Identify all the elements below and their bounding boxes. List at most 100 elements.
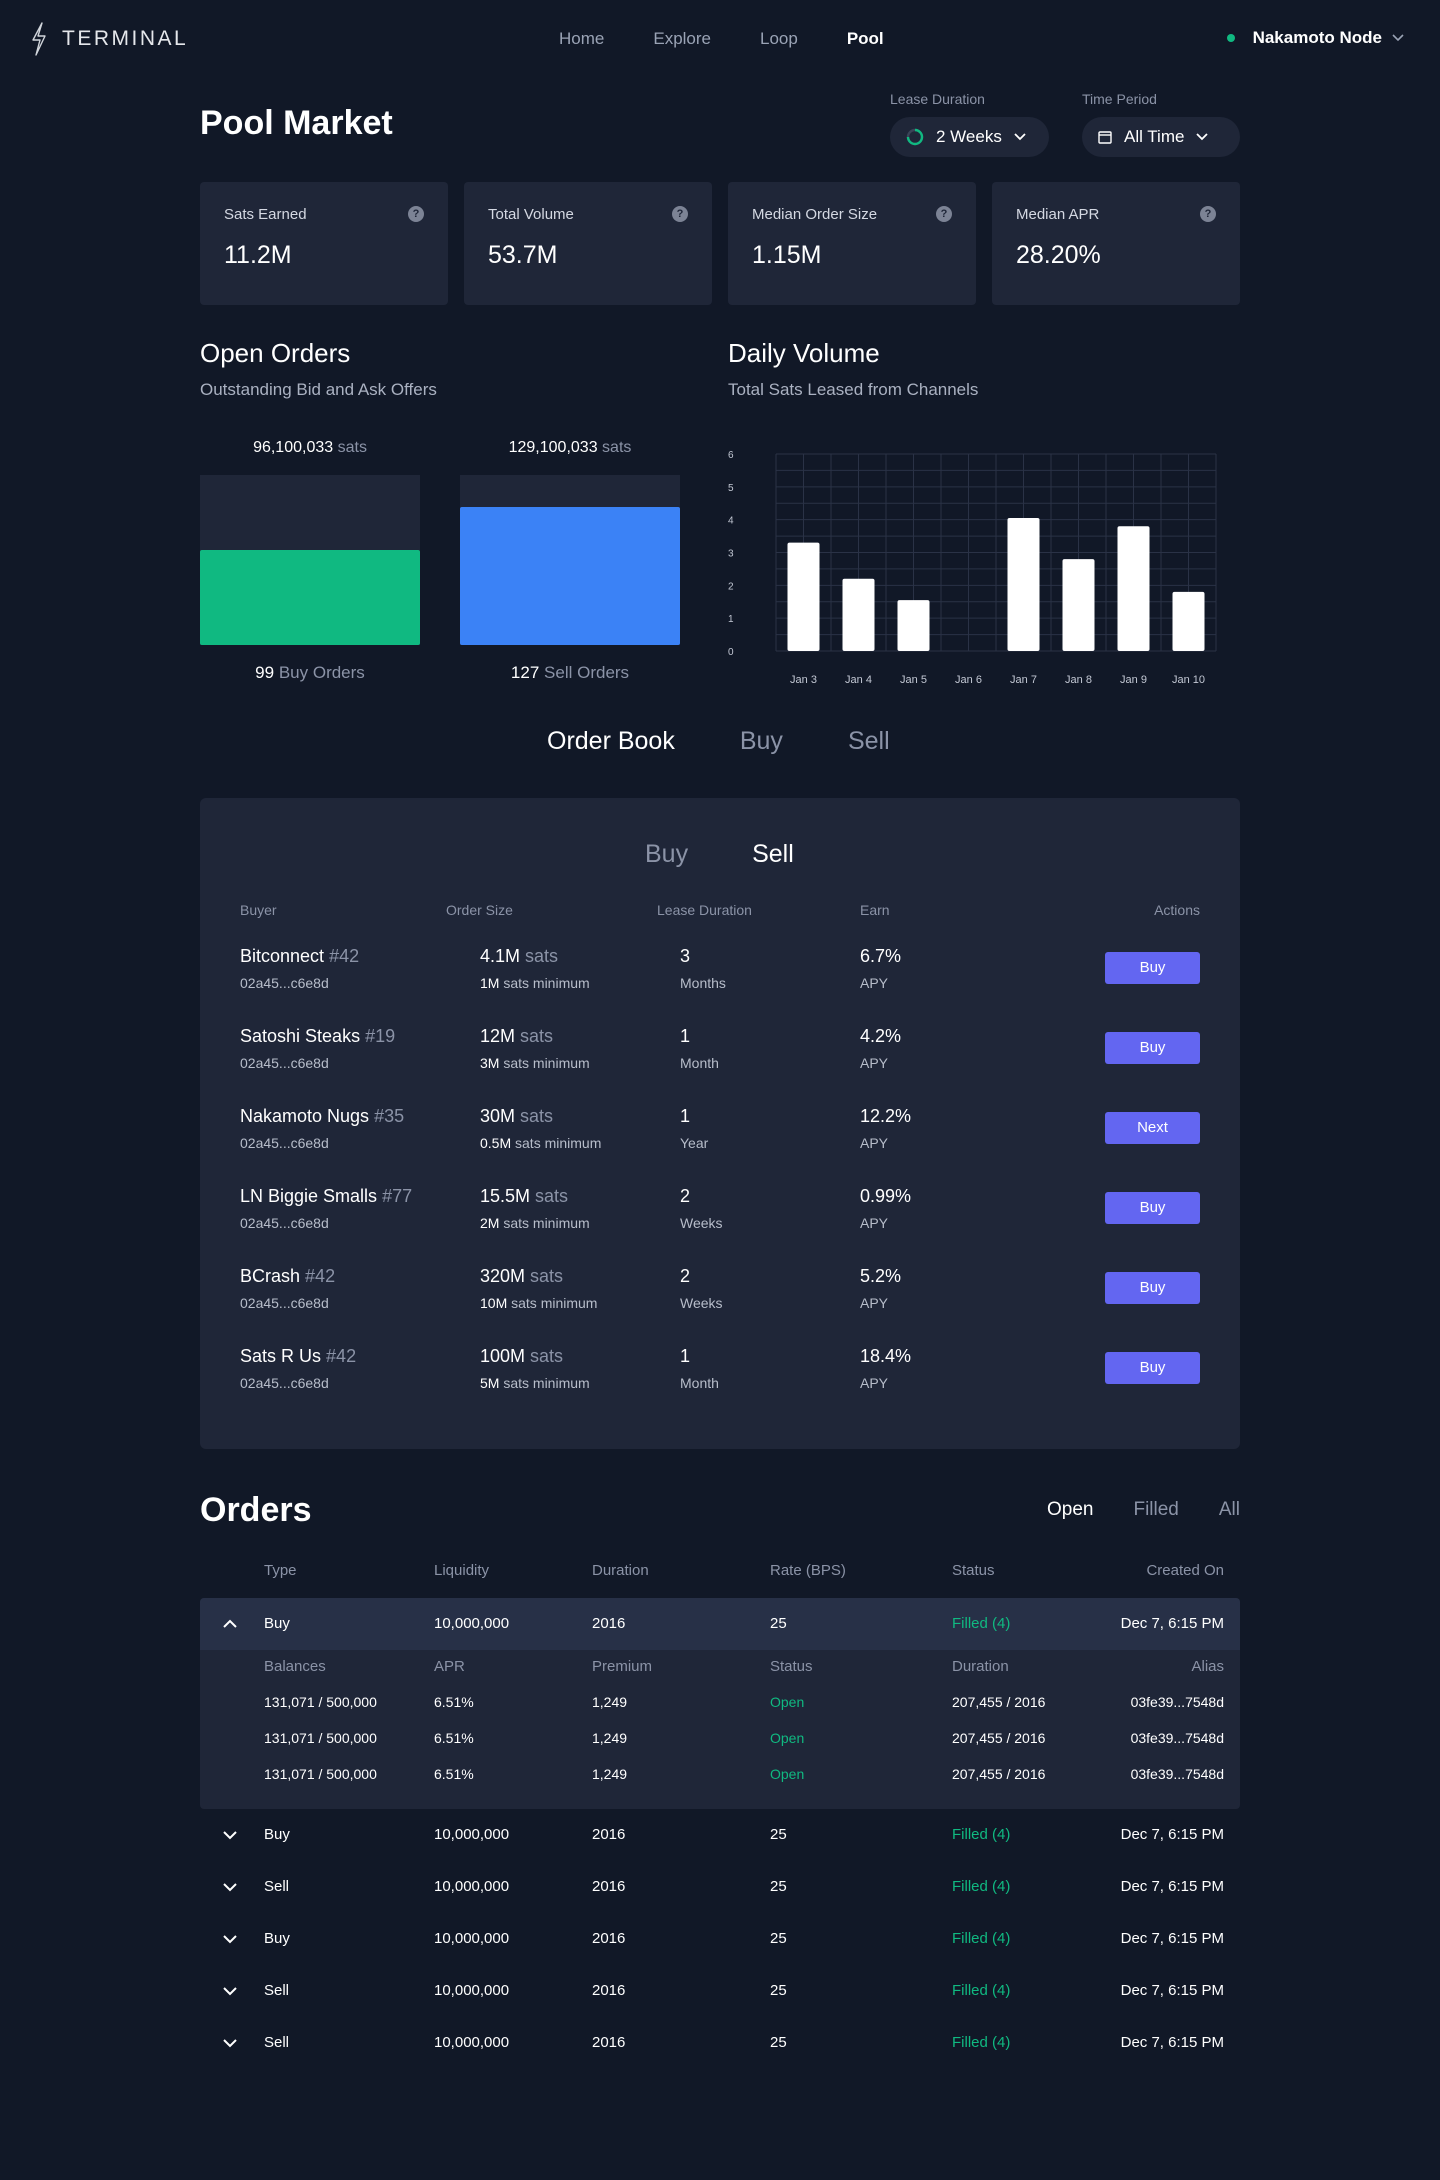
- buy-bar-fill: [200, 549, 420, 645]
- subcol-premium: Premium: [592, 1658, 653, 1675]
- tab-sell[interactable]: Sell: [847, 727, 890, 755]
- daily-volume-subtitle: Total Sats Leased from Channels: [728, 380, 979, 399]
- order-row[interactable]: Sell 10,000,000 2016 25 Filled (4) Dec 7, 6:1…: [200, 2017, 1240, 2069]
- earn-value: 0.99%: [860, 1186, 912, 1206]
- duration-cell: 3 Months: [680, 946, 726, 991]
- tab-open[interactable]: Open: [1046, 1499, 1094, 1520]
- buyer-cell: Sats R Us #42 02a45...c6e8d: [240, 1346, 356, 1391]
- minimum-label: sats minimum: [511, 1295, 598, 1311]
- order-rate: 25: [770, 2034, 787, 2051]
- y-tick-label: 6: [728, 450, 734, 461]
- order-duration: 2016: [592, 1826, 626, 1843]
- help-icon[interactable]: ?: [408, 206, 424, 222]
- amount-value: 129,100,033: [508, 439, 598, 456]
- lease-duration: 207,455 / 2016: [952, 1694, 1046, 1710]
- y-tick-label: 3: [728, 549, 734, 560]
- stat-label: Median Order Size: [752, 206, 878, 223]
- earn-value: 4.2%: [860, 1026, 902, 1046]
- order-row[interactable]: Buy 10,000,000 2016 25 Filled (4) Dec 7, 6:15…: [200, 1913, 1240, 1965]
- tab-all[interactable]: All: [1218, 1499, 1240, 1520]
- stat-value: 11.2M: [224, 241, 292, 269]
- minimum-label: sats minimum: [503, 1055, 590, 1071]
- tab-buy[interactable]: Buy: [739, 727, 783, 755]
- subcol-alias: Alias: [1191, 1658, 1224, 1675]
- chevron-up-icon[interactable]: [220, 1614, 240, 1634]
- lease-premium: 1,249: [592, 1694, 628, 1710]
- earn-cell: 0.99% APY: [860, 1186, 911, 1231]
- order-row[interactable]: Sell 10,000,000 2016 25 Filled (4) Dec 7, 6:1…: [200, 1861, 1240, 1913]
- lease-duration-select[interactable]: 2 Weeks: [890, 117, 1049, 157]
- order-book-row: BCrash #42 02a45...c6e8d 320M sats 10M sats…: [200, 1266, 1240, 1326]
- logo[interactable]: TERMINAL: [30, 22, 188, 56]
- order-row[interactable]: Buy 10,000,000 2016 25 Filled (4) Dec 7,…: [200, 1598, 1240, 1650]
- order-size: 30M: [480, 1106, 516, 1126]
- volume-bar: [1007, 518, 1040, 651]
- action-button[interactable]: Buy: [1105, 1352, 1200, 1384]
- stat-card-sats-earned: Sats Earned 11.2M ?: [200, 182, 448, 305]
- order-size-unit: sats: [520, 1106, 554, 1126]
- col-buyer: Buyer: [240, 902, 277, 918]
- time-period-select[interactable]: All Time: [1082, 117, 1240, 157]
- chevron-down-icon[interactable]: [220, 1877, 240, 1897]
- help-icon[interactable]: ?: [1200, 206, 1216, 222]
- tab-filled[interactable]: Filled: [1133, 1499, 1179, 1520]
- tab-order-book[interactable]: Order Book: [547, 727, 675, 755]
- y-tick-label: 0: [728, 647, 734, 658]
- lease-duration-value: 1: [680, 1346, 691, 1366]
- chevron-down-icon[interactable]: [220, 1825, 240, 1845]
- nav-explore[interactable]: Explore: [653, 29, 711, 48]
- order-row[interactable]: Buy 10,000,000 2016 25 Filled (4) Dec 7, 6:15…: [200, 1809, 1240, 1861]
- stat-label: Sats Earned: [224, 206, 307, 223]
- chevron-down-icon[interactable]: [220, 1981, 240, 2001]
- x-tick-label: Jan 3: [790, 674, 817, 686]
- y-tick-label: 4: [728, 516, 734, 527]
- lease-duration-value: 2: [680, 1186, 691, 1206]
- buyer-number: #42: [326, 1346, 357, 1366]
- action-button[interactable]: Buy: [1105, 1192, 1200, 1224]
- node-name: Nakamoto Node: [1252, 28, 1382, 47]
- action-button[interactable]: Buy: [1105, 1032, 1200, 1064]
- order-rate: 25: [770, 1615, 787, 1632]
- lease-duration-value: 2: [680, 1266, 691, 1286]
- stat-label: Median APR: [1016, 206, 1100, 223]
- nav-pool[interactable]: Pool: [846, 29, 884, 48]
- nav-home[interactable]: Home: [559, 29, 605, 48]
- subtab-sell[interactable]: Sell: [752, 840, 794, 868]
- bar-track: [200, 475, 420, 645]
- order-created: Dec 7, 6:15 PM: [1120, 2034, 1224, 2051]
- order-rate: 25: [770, 1878, 787, 1895]
- order-status: Filled (4): [952, 1930, 1011, 1947]
- order-book-tabs: Order Book Buy Sell: [547, 727, 890, 756]
- action-button[interactable]: Buy: [1105, 952, 1200, 984]
- earn-value: 5.2%: [860, 1266, 902, 1286]
- x-tick-label: Jan 6: [955, 674, 982, 686]
- help-icon[interactable]: ?: [936, 206, 952, 222]
- subtab-buy[interactable]: Buy: [645, 840, 689, 868]
- order-type: Buy: [264, 1930, 290, 1947]
- nav-loop[interactable]: Loop: [760, 29, 798, 48]
- buyer-cell: Nakamoto Nugs #35 02a45...c6e8d: [240, 1106, 404, 1151]
- order-row[interactable]: Sell 10,000,000 2016 25 Filled (4) Dec 7, 6:1…: [200, 1965, 1240, 2017]
- chevron-down-icon[interactable]: [220, 2033, 240, 2053]
- orders-table: Type Liquidity Duration Rate (BPS) Statu…: [200, 1552, 1240, 2069]
- sell-orders-amount: 129,100,033 sats: [460, 439, 680, 457]
- action-button[interactable]: Buy: [1105, 1272, 1200, 1304]
- order-duration: 2016: [592, 1930, 626, 1947]
- chevron-down-icon[interactable]: [220, 1929, 240, 1949]
- action-button[interactable]: Next: [1105, 1112, 1200, 1144]
- lease-status: Open: [770, 1766, 805, 1782]
- expanded-order: Buy 10,000,000 2016 25 Filled (4) Dec 7,…: [200, 1598, 1240, 1809]
- earn-unit: APY: [860, 1375, 889, 1391]
- page-title: Pool Market: [200, 104, 393, 142]
- order-size: 15.5M: [480, 1186, 531, 1206]
- lease-status: Open: [770, 1694, 805, 1710]
- order-book-row: Satoshi Steaks #19 02a45...c6e8d 12M sats 3…: [200, 1026, 1240, 1086]
- help-icon[interactable]: ?: [672, 206, 688, 222]
- earn-value: 6.7%: [860, 946, 902, 966]
- buyer-cell: Satoshi Steaks #19 02a45...c6e8d: [240, 1026, 395, 1071]
- order-status: Filled (4): [952, 2034, 1011, 2051]
- order-liquidity: 10,000,000: [434, 1826, 510, 1843]
- time-period-value: All Time: [1124, 127, 1185, 146]
- node-selector[interactable]: Nakamoto Node: [1226, 28, 1404, 48]
- lease-duration-unit: Weeks: [680, 1295, 723, 1311]
